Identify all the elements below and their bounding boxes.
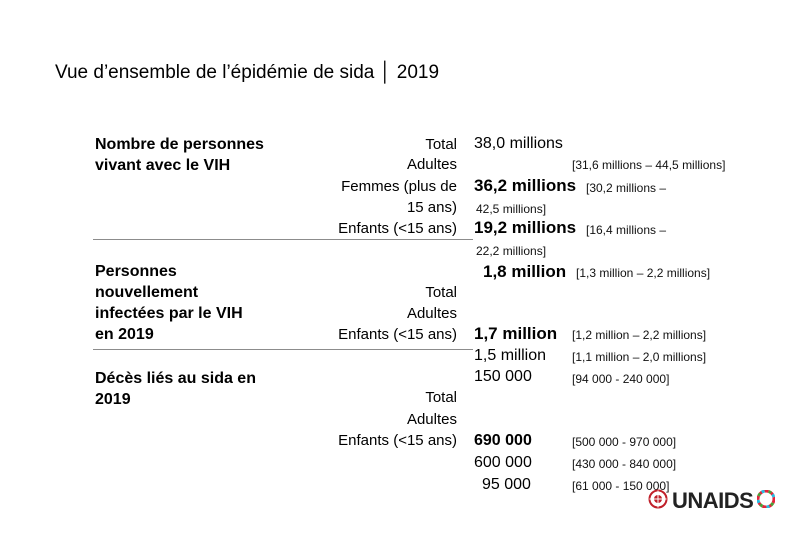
label-children: Enfants (<15 ans) — [338, 432, 457, 449]
infections-adults-value: 1,5 million — [474, 347, 547, 364]
infections-children-value: 150 000 — [474, 368, 532, 385]
deaths-total-value: 690 000 — [474, 432, 532, 449]
plhiv-women-range-cont: 22,2 millions] — [476, 244, 547, 258]
un-emblem-icon — [648, 489, 668, 514]
plhiv-women-value: 19,2 millions — [474, 218, 577, 237]
unaids-logo: UNAIDS — [648, 488, 776, 514]
label-children: Enfants (<15 ans) — [338, 326, 457, 343]
label-children: Enfants (<15 ans) — [338, 220, 457, 237]
page-title: Vue d’ensemble de l’épidémie de sida │ 2… — [55, 62, 440, 83]
infections-total-range: [1,2 million – 2,2 millions] — [572, 328, 707, 342]
section-divider — [93, 349, 473, 350]
section-heading-deaths: Décès liés au sida en 2019 — [95, 370, 256, 408]
plhiv-adults-value: 36,2 millions — [474, 176, 577, 195]
logo-text: UNAIDS — [672, 488, 754, 513]
deaths-children-range: [61 000 - 150 000] — [572, 479, 670, 493]
plhiv-total-range: [31,6 millions – 44,5 millions] — [572, 158, 726, 172]
plhiv-adults-range: [30,2 millions – — [586, 181, 667, 195]
section-divider — [93, 239, 473, 240]
label-adults: Adultes — [406, 156, 457, 173]
plhiv-women-range: [16,4 millions – — [586, 223, 667, 237]
sdg-wheel-icon — [756, 489, 776, 513]
plhiv-adults-range-cont: 42,5 millions] — [476, 202, 547, 216]
deaths-adults-value: 600 000 — [474, 454, 532, 471]
label-total: Total — [425, 284, 457, 301]
plhiv-children-range: [1,3 million – 2,2 millions] — [576, 266, 711, 280]
label-adults: Adultes — [406, 411, 457, 428]
deaths-adults-range: [430 000 - 840 000] — [572, 457, 677, 471]
deaths-children-value: 95 000 — [482, 476, 531, 493]
section-heading-new-infections: Personnes nouvellement infectées par le … — [95, 263, 243, 343]
deaths-total-range: [500 000 - 970 000] — [572, 435, 677, 449]
label-adults: Adultes — [406, 305, 457, 322]
label-total: Total — [425, 389, 457, 406]
plhiv-children-value: 1,8 million — [483, 262, 567, 281]
infections-total-value: 1,7 million — [474, 324, 558, 343]
plhiv-total-value: 38,0 millions — [474, 135, 563, 152]
label-women: Femmes (plus de — [341, 178, 457, 195]
section-heading-plhiv: Nombre de personnes vivant avec le VIH — [95, 136, 264, 174]
label-women-age: 15 ans) — [406, 199, 457, 216]
infections-adults-range: [1,1 million – 2,0 millions] — [572, 350, 707, 364]
label-total: Total — [425, 136, 457, 153]
infections-children-range: [94 000 - 240 000] — [572, 372, 670, 386]
